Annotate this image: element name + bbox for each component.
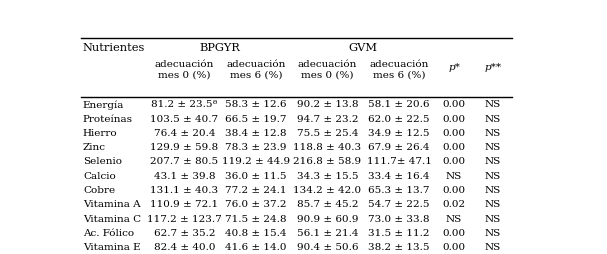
Text: 110.9 ± 72.1: 110.9 ± 72.1	[151, 200, 219, 209]
Text: 62.0 ± 22.5: 62.0 ± 22.5	[368, 115, 430, 124]
Text: 0.00: 0.00	[443, 100, 466, 109]
Text: 62.7 ± 35.2: 62.7 ± 35.2	[154, 229, 215, 238]
Text: 111.7± 47.1: 111.7± 47.1	[367, 157, 432, 166]
Text: NS: NS	[484, 186, 501, 195]
Text: 0.00: 0.00	[443, 229, 466, 238]
Text: Vitamina C: Vitamina C	[83, 215, 141, 224]
Text: NS: NS	[484, 215, 501, 224]
Text: Calcio: Calcio	[83, 172, 116, 181]
Text: 90.4 ± 50.6: 90.4 ± 50.6	[297, 243, 358, 252]
Text: Vitamina A: Vitamina A	[83, 200, 141, 209]
Text: 0.00: 0.00	[443, 143, 466, 152]
Text: 65.3 ± 13.7: 65.3 ± 13.7	[368, 186, 430, 195]
Text: 56.1 ± 21.4: 56.1 ± 21.4	[297, 229, 358, 238]
Text: 34.9 ± 12.5: 34.9 ± 12.5	[368, 129, 430, 138]
Text: NS: NS	[484, 200, 501, 209]
Text: p*: p*	[448, 63, 460, 72]
Text: 41.6 ± 14.0: 41.6 ± 14.0	[225, 243, 287, 252]
Text: NS: NS	[484, 129, 501, 138]
Text: 103.5 ± 40.7: 103.5 ± 40.7	[151, 115, 219, 124]
Text: NS: NS	[484, 115, 501, 124]
Text: 129.9 ± 59.8: 129.9 ± 59.8	[151, 143, 219, 152]
Text: 0.00: 0.00	[443, 129, 466, 138]
Text: NS: NS	[484, 172, 501, 181]
Text: Vitamina E: Vitamina E	[83, 243, 141, 252]
Text: 85.7 ± 45.2: 85.7 ± 45.2	[297, 200, 358, 209]
Text: Energía: Energía	[83, 100, 124, 109]
Text: NS: NS	[484, 143, 501, 152]
Text: 38.4 ± 12.8: 38.4 ± 12.8	[225, 129, 287, 138]
Text: 78.3 ± 23.9: 78.3 ± 23.9	[225, 143, 287, 152]
Text: Nutrientes: Nutrientes	[83, 43, 145, 53]
Text: 131.1 ± 40.3: 131.1 ± 40.3	[151, 186, 219, 195]
Text: 0.00: 0.00	[443, 186, 466, 195]
Text: 117.2 ± 123.7: 117.2 ± 123.7	[147, 215, 222, 224]
Text: adecuación
mes 6 (%): adecuación mes 6 (%)	[226, 60, 286, 79]
Text: 73.0 ± 33.8: 73.0 ± 33.8	[368, 215, 430, 224]
Text: Hierro: Hierro	[83, 129, 118, 138]
Text: Selenio: Selenio	[83, 157, 122, 166]
Text: 90.9 ± 60.9: 90.9 ± 60.9	[297, 215, 358, 224]
Text: adecuación
mes 6 (%): adecuación mes 6 (%)	[370, 60, 429, 79]
Text: 0.00: 0.00	[443, 115, 466, 124]
Text: p**: p**	[484, 63, 501, 72]
Text: NS: NS	[484, 229, 501, 238]
Text: 75.5 ± 25.4: 75.5 ± 25.4	[297, 129, 358, 138]
Text: adecuación
mes 0 (%): adecuación mes 0 (%)	[155, 60, 214, 79]
Text: 33.4 ± 16.4: 33.4 ± 16.4	[368, 172, 430, 181]
Text: NS: NS	[446, 215, 462, 224]
Text: 67.9 ± 26.4: 67.9 ± 26.4	[368, 143, 430, 152]
Text: NS: NS	[484, 157, 501, 166]
Text: Ac. Fólico: Ac. Fólico	[83, 229, 134, 238]
Text: 76.0 ± 37.2: 76.0 ± 37.2	[225, 200, 287, 209]
Text: NS: NS	[446, 172, 462, 181]
Text: 119.2 ± 44.9: 119.2 ± 44.9	[222, 157, 290, 166]
Text: 207.7 ± 80.5: 207.7 ± 80.5	[151, 157, 219, 166]
Text: 38.2 ± 13.5: 38.2 ± 13.5	[368, 243, 430, 252]
Text: 58.1 ± 20.6: 58.1 ± 20.6	[368, 100, 430, 109]
Text: 54.7 ± 22.5: 54.7 ± 22.5	[368, 200, 430, 209]
Text: 82.4 ± 40.0: 82.4 ± 40.0	[154, 243, 215, 252]
Text: 58.3 ± 12.6: 58.3 ± 12.6	[225, 100, 287, 109]
Text: 0.02: 0.02	[443, 200, 466, 209]
Text: 0.00: 0.00	[443, 243, 466, 252]
Text: 76.4 ± 20.4: 76.4 ± 20.4	[154, 129, 215, 138]
Text: GVM: GVM	[349, 43, 378, 53]
Text: 71.5 ± 24.8: 71.5 ± 24.8	[225, 215, 287, 224]
Text: Proteínas: Proteínas	[83, 115, 133, 124]
Text: adecuación
mes 0 (%): adecuación mes 0 (%)	[298, 60, 358, 79]
Text: 90.2 ± 13.8: 90.2 ± 13.8	[297, 100, 358, 109]
Text: 34.3 ± 15.5: 34.3 ± 15.5	[297, 172, 358, 181]
Text: 216.8 ± 58.9: 216.8 ± 58.9	[294, 157, 362, 166]
Text: 66.5 ± 19.7: 66.5 ± 19.7	[225, 115, 287, 124]
Text: NS: NS	[484, 100, 501, 109]
Text: 81.2 ± 23.5ª: 81.2 ± 23.5ª	[151, 100, 218, 109]
Text: 118.8 ± 40.3: 118.8 ± 40.3	[294, 143, 362, 152]
Text: Cobre: Cobre	[83, 186, 115, 195]
Text: 94.7 ± 23.2: 94.7 ± 23.2	[297, 115, 358, 124]
Text: Zinc: Zinc	[83, 143, 106, 152]
Text: 0.00: 0.00	[443, 157, 466, 166]
Text: 40.8 ± 15.4: 40.8 ± 15.4	[225, 229, 287, 238]
Text: 36.0 ± 11.5: 36.0 ± 11.5	[225, 172, 287, 181]
Text: NS: NS	[484, 243, 501, 252]
Text: 134.2 ± 42.0: 134.2 ± 42.0	[294, 186, 362, 195]
Text: BPGYR: BPGYR	[200, 43, 241, 53]
Text: 77.2 ± 24.1: 77.2 ± 24.1	[225, 186, 287, 195]
Text: 43.1 ± 39.8: 43.1 ± 39.8	[154, 172, 215, 181]
Text: 31.5 ± 11.2: 31.5 ± 11.2	[368, 229, 430, 238]
